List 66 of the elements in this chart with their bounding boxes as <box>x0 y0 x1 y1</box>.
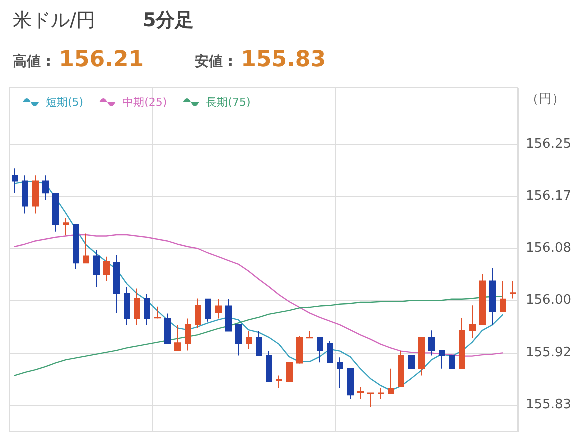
candlestick <box>418 337 425 376</box>
candlestick <box>154 306 161 320</box>
candlestick <box>266 350 272 382</box>
text: 長期(75) <box>206 96 251 109</box>
text: 安値 : 155.83 <box>195 48 326 72</box>
candlestick <box>378 388 384 400</box>
y-tick-label: 156.25 <box>526 136 572 152</box>
candlestick <box>22 175 28 214</box>
candlestick <box>276 375 282 389</box>
candlestick <box>164 313 171 345</box>
candlestick <box>103 256 110 282</box>
candlestick <box>347 368 354 400</box>
y-tick-label: 155.83 <box>526 397 572 412</box>
candlestick <box>174 324 181 352</box>
candlestick <box>205 298 211 322</box>
candlestick <box>398 350 404 388</box>
y-tick-label: 156.08 <box>526 241 572 256</box>
candlestick <box>317 337 323 364</box>
candlestick <box>327 340 333 364</box>
candlestick <box>235 324 242 356</box>
candlestick <box>459 318 465 370</box>
candlestick <box>144 294 150 326</box>
candlestick <box>469 305 476 339</box>
candlestick <box>73 224 79 270</box>
y-tick-label: 155.92 <box>526 345 572 360</box>
candlestick <box>388 368 394 394</box>
candlestick <box>367 392 374 408</box>
candlestick <box>42 175 49 200</box>
candlestick <box>113 254 120 314</box>
candlestick <box>500 280 506 312</box>
candlestick <box>52 193 59 232</box>
candlestick <box>337 357 343 389</box>
candlestick <box>185 318 191 352</box>
candlestick <box>63 218 69 236</box>
candlestick <box>439 350 445 370</box>
candlestick <box>195 298 201 329</box>
candlestick <box>489 268 496 326</box>
candlestick <box>296 336 303 364</box>
y-axis-title: （円） <box>526 92 565 107</box>
candlestick <box>286 362 293 382</box>
candlestick <box>408 355 415 370</box>
line-series <box>14 234 504 357</box>
candlestick <box>479 274 486 326</box>
y-tick-label: 156.00 <box>526 293 572 308</box>
candlestick <box>215 298 222 320</box>
candlestick <box>124 287 130 326</box>
candlestick <box>428 330 435 356</box>
candlestick <box>93 249 100 288</box>
text: 高値 : 156.21 <box>13 48 144 72</box>
chart-subtitle: 5分足 <box>143 10 194 32</box>
y-tick-label: 156.17 <box>526 188 572 204</box>
candlestick <box>12 168 18 194</box>
text: 短期(5) <box>46 96 84 109</box>
line-series <box>14 296 504 376</box>
candlestick <box>510 280 516 300</box>
chart-title: 米ドル/円 <box>13 10 96 32</box>
candlestick <box>357 386 364 400</box>
candlestick <box>246 330 252 350</box>
candlestick <box>306 330 313 339</box>
candlestick <box>134 288 140 326</box>
candlestick <box>256 330 262 356</box>
candlestick <box>449 355 455 370</box>
candlestick <box>225 298 232 332</box>
candlestick <box>32 175 39 214</box>
candlestick <box>83 233 89 264</box>
text: 中期(25) <box>122 96 168 109</box>
